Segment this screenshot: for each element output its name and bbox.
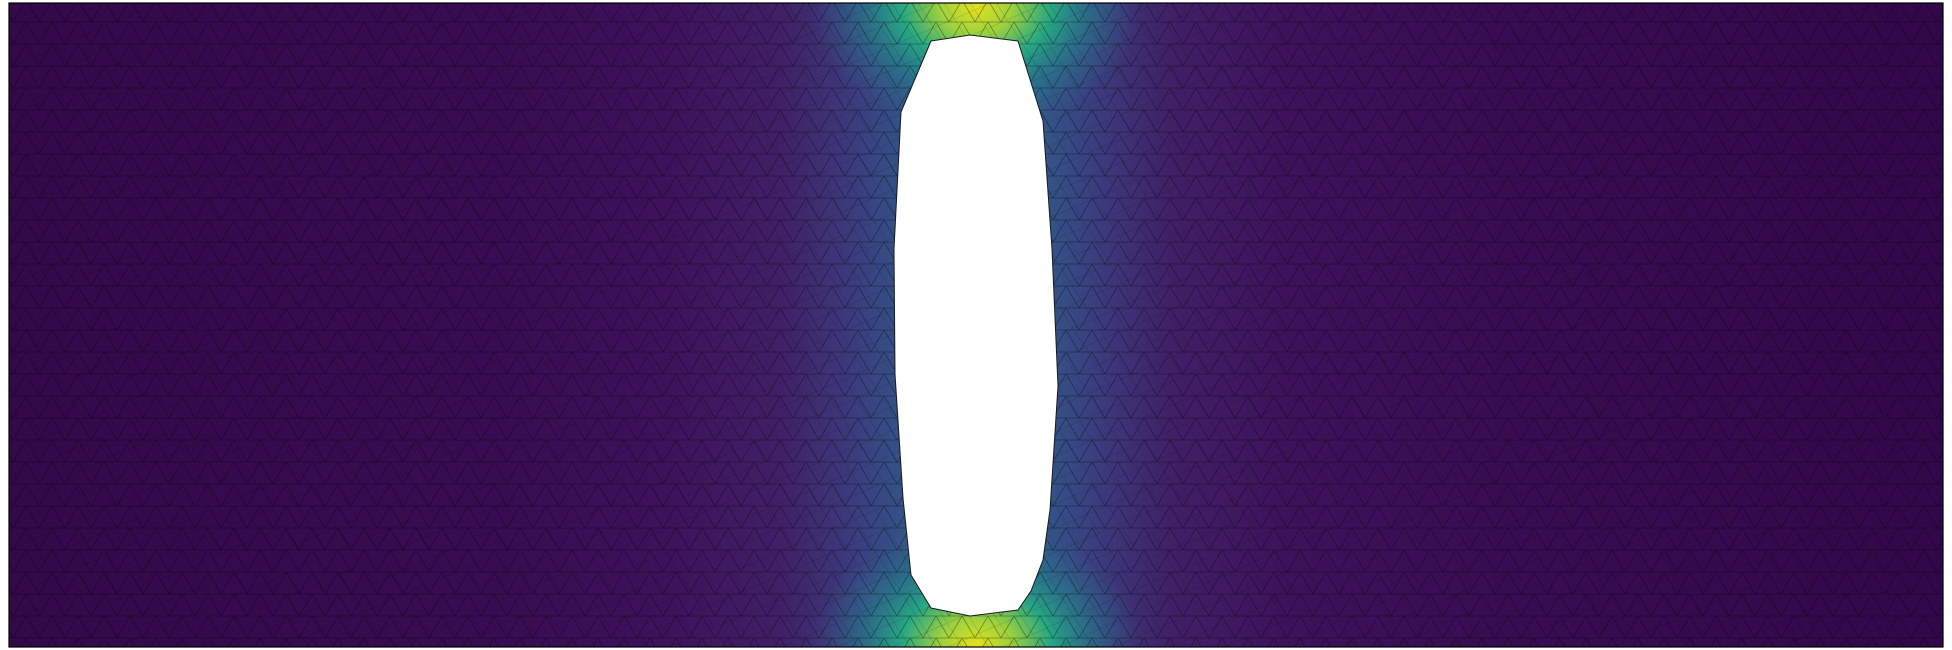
hole bbox=[893, 34, 1059, 617]
domain-border bbox=[8, 2, 1944, 648]
